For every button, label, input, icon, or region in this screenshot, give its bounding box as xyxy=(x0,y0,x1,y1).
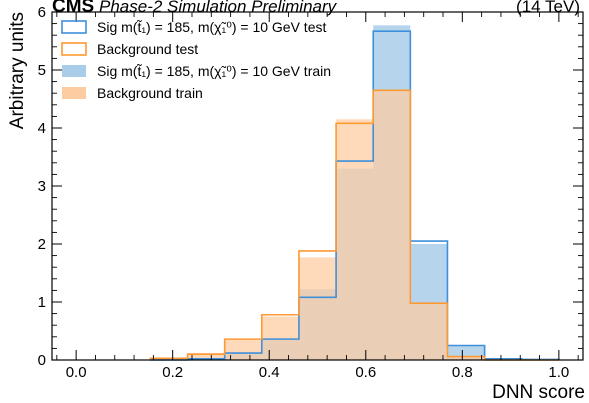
experiment-label: CMS xyxy=(52,0,94,17)
x-tick-label-2: 0.4 xyxy=(259,364,280,381)
y-tick-label-4: 4 xyxy=(38,120,46,137)
x-tick-label-1: 0.2 xyxy=(162,364,183,381)
series-2-sig-m-t-185-m-10-gev-train-legend-label: Sig m(t̃₁) = 185, m(χ̃₁⁰) = 10 GeV train xyxy=(97,63,331,79)
train-bin-3-0 xyxy=(150,358,188,360)
x-tick-label-0: 0.0 xyxy=(66,364,87,381)
plot-area: 0.0 0.2 0.4 0.6 0.8 1.0 0 1 2 3 4 5 6 Sig m(t̃₁) = 1… xyxy=(38,4,584,381)
x-tick-label-3: 0.6 xyxy=(355,364,376,381)
subtitle-label: Phase-2 Simulation Preliminary xyxy=(99,0,338,16)
train-bin-3-2 xyxy=(224,339,262,360)
lumi-label: (14 TeV) xyxy=(516,0,580,16)
histogram-step-layer xyxy=(149,30,560,361)
train-bin-3-4 xyxy=(298,257,337,360)
train-bin-3-8 xyxy=(447,356,485,360)
y-tick-label-3: 3 xyxy=(38,178,46,195)
histogram-fill-layer xyxy=(150,25,559,361)
y-axis-title: Arbitrary units xyxy=(7,12,28,129)
series-1-background-test-legend-swatch xyxy=(61,42,87,56)
series-0-sig-m-t-185-m-10-gev-test-legend-label: Sig m(t̃₁) = 185, m(χ̃₁⁰) = 10 GeV test xyxy=(97,19,326,35)
train-bin-3-3 xyxy=(261,316,299,360)
legend: Sig m(t̃₁) = 185, m(χ̃₁⁰) = 10 GeV test B… xyxy=(61,19,331,101)
series-3-background-train-legend-label: Background train xyxy=(97,85,203,101)
series-1-background-test-step-line xyxy=(149,89,559,361)
x-tick-label-5: 1.0 xyxy=(548,364,569,381)
x-axis-title: DNN score xyxy=(492,382,585,403)
y-tick-label-5: 5 xyxy=(38,62,46,79)
train-bin-3-1 xyxy=(187,353,225,360)
x-tick-label-4: 0.8 xyxy=(452,364,473,381)
series-3-background-train-legend-swatch xyxy=(62,87,86,99)
train-bin-3-5 xyxy=(336,119,374,360)
axis-ticks xyxy=(52,11,583,361)
y-tick-label-0: 0 xyxy=(38,352,46,369)
y-tick-label-6: 6 xyxy=(38,4,46,21)
series-1-background-test-legend-label: Background test xyxy=(97,41,198,57)
y-tick-label-2: 2 xyxy=(38,236,46,253)
train-bin-3-7 xyxy=(410,303,448,360)
series-2-sig-m-t-185-m-10-gev-train-legend-swatch xyxy=(62,65,86,77)
series-0-sig-m-t-185-m-10-gev-test-legend-swatch xyxy=(61,20,87,34)
axis-tick-labels: 0.0 0.2 0.4 0.6 0.8 1.0 0 1 2 3 4 5 6 xyxy=(38,4,570,381)
y-tick-label-1: 1 xyxy=(38,294,46,311)
train-bin-3-6 xyxy=(373,90,411,361)
